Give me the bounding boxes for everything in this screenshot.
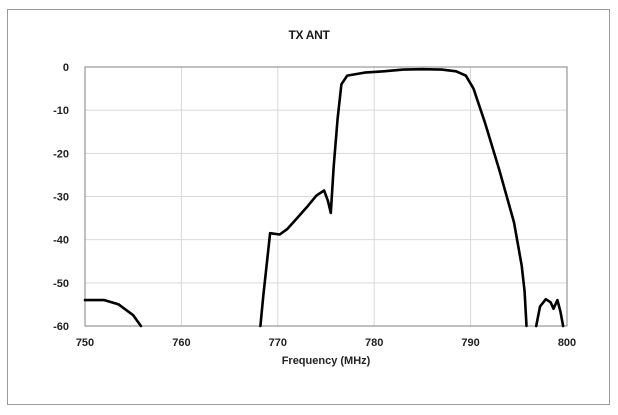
x-axis-label: Frequency (MHz) [282,355,371,367]
x-tick-label: 790 [461,337,479,349]
x-tick-label: 800 [558,337,576,349]
y-tick-label: -60 [53,321,69,333]
chart-title: TX ANT [288,28,330,42]
y-tick-label: -20 [53,148,69,160]
y-tick-label: -30 [53,192,69,204]
series-line [534,297,565,328]
x-tick-label: 770 [269,337,287,349]
y-tick-label: 0 [63,62,69,74]
y-tick-label: -40 [53,235,69,247]
x-tick-label: 750 [76,337,94,349]
plot-area [84,66,568,327]
series [83,67,565,328]
y-tick-label: -50 [53,278,69,290]
series-line [83,298,143,328]
x-tick-label: 780 [365,337,383,349]
x-tick-label: 760 [172,337,190,349]
series-line [259,67,528,328]
chart-frame [7,9,610,405]
x-axis-ticks: 750 760 770 780 790 800 [76,337,576,349]
y-tick-label: -10 [53,105,69,117]
y-axis-ticks: 0 -10 -20 -30 -40 -50 -60 [53,62,69,333]
